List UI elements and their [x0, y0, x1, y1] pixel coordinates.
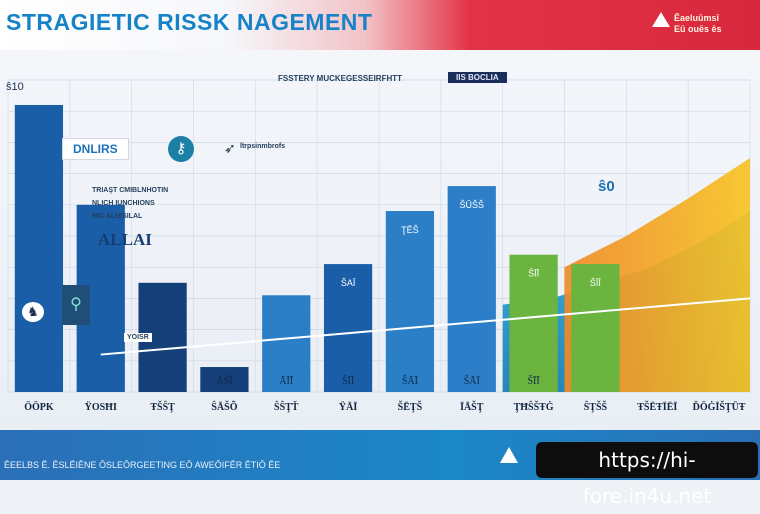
footer-triangle-icon — [500, 447, 518, 463]
bar-label-6: ŜAĪ — [341, 278, 356, 288]
annotation-top-center: FSSTERY MUCKEGESSEIRFHTT — [278, 74, 403, 83]
x-tick-11: ŦŠĒŦĪĒĪ — [637, 400, 677, 413]
annotation-mid-label: ſtrpsinmbrofs — [240, 143, 286, 150]
bar-4 — [200, 367, 249, 392]
annotation-small-box: YOISR — [124, 333, 152, 342]
bar-series — [14, 104, 620, 393]
left-line-2: NLICH IUNCHIONS — [92, 200, 155, 207]
x-tick-5: ŜŜŢŤ — [274, 400, 299, 413]
x-tick-2: ŸOSĦI — [85, 400, 117, 413]
x-tick-3: ŦŠŜŢ — [150, 400, 175, 413]
left-line-3: NIC ALNISILAL — [92, 213, 143, 220]
brand-line-2: Eū ouēs ēs — [674, 24, 722, 34]
annotation-top-right: IIS BOCLIA — [448, 72, 507, 83]
left-line-1: TRIAŞT CMIBLNHOTIN — [92, 187, 169, 194]
y-max-label: ŝ10 — [6, 81, 24, 93]
annotation-left-box: DNLIRS — [62, 138, 129, 160]
bar-7 — [385, 211, 435, 392]
bar-base-label-8: ŠĀĪ — [464, 375, 481, 387]
bar-9 — [509, 254, 558, 392]
bar-base-label-7: ŠĀĪ — [402, 375, 419, 387]
x-tick-4: ŜĀŠÕ — [211, 400, 237, 413]
x-tick-7: ŠĒŢŠ — [398, 400, 423, 413]
bar-base-label-5: ĀĪĪ — [279, 376, 294, 387]
strategy-chart: ĀŠĪ ĀĪĪ ŜAĪ ŠĪĪ ŢĒŜ ŠĀĪ ŜŪŠŠ ŠĀĪ ŜĪĪ ŠĪĪ ŜĪĪ ÖÖPK Ÿ… — [6, 79, 751, 413]
x-tick-labels: ÖÖPK ŸOSĦI ŦŠŜŢ ŜĀŠÕ ŜŜŢŤ ŸĀĪ ŠĒŢŠ ĪĀŠŢ ŢĦŜŠŦĠ ŜŢ… — [24, 400, 746, 413]
x-tick-1: ÖÖPK — [24, 400, 54, 413]
x-tick-12: ĎŌĠĪŠŢŪŦ — [693, 400, 746, 413]
bar-base-label-9: ŠĪĪ — [527, 375, 540, 387]
page-title: STRAGIETIC RISSK NAGEMENT — [6, 9, 373, 35]
x-tick-10: ŜŢŠŠ — [584, 400, 608, 413]
x-tick-9: ŢĦŜŠŦĠ — [514, 400, 554, 413]
bar-1 — [14, 104, 64, 393]
x-tick-8: ĪĀŠŢ — [460, 400, 484, 413]
bar-label-7: ŢĒŜ — [401, 225, 419, 235]
bar-8 — [447, 186, 496, 392]
bar-6 — [323, 264, 373, 392]
x-tick-6: ŸĀĪ — [339, 400, 357, 413]
feather-icon: ➶ — [224, 140, 236, 156]
header-banner — [0, 0, 760, 50]
trend-line — [100, 297, 751, 356]
bar-base-label-4: ĀŠĪ — [216, 375, 233, 387]
lock-icon: ⚲ — [62, 285, 90, 325]
footer-text: ĒEELBS Ē. ĒSLĒIĒNE ŌSLEŌRGEETING EŌ AWEŌ… — [4, 460, 281, 470]
level-label: ŝ0 — [598, 178, 615, 195]
brand-text: Ēaeluūmsī Eū ouēs ēs — [674, 13, 722, 35]
allai-label: ALLAI — [98, 230, 152, 249]
chess-piece-icon: ♞ — [22, 302, 44, 322]
bar-base-label-6: ŠĪĪ — [342, 375, 355, 387]
brand-line-1: Ēaeluūmsī — [674, 13, 720, 23]
bar-label-8: ŜŪŠŠ — [459, 200, 484, 210]
shield-icon: ⚷ — [168, 136, 194, 162]
brand-block: Ēaeluūmsī Eū ouēs ēs — [652, 10, 752, 40]
bar-labels: ĀŠĪ ĀĪĪ ŜAĪ ŠĪĪ ŢĒŜ ŠĀĪ ŜŪŠŠ ŠĀĪ ŜĪĪ ŠĪĪ ŜĪĪ — [216, 200, 601, 387]
bar-5 — [262, 295, 311, 392]
triangle-logo-icon — [652, 12, 670, 27]
bar-label-10: ŜĪĪ — [590, 278, 602, 288]
left-line-list: TRIAŞT CMIBLNHOTIN NLICH IUNCHIONS NIC A… — [92, 184, 168, 223]
bar-10 — [571, 264, 620, 392]
bar-label-9: ŜĪĪ — [528, 269, 540, 279]
watermark-url: https://hi-fore.in4u.net — [536, 442, 758, 508]
